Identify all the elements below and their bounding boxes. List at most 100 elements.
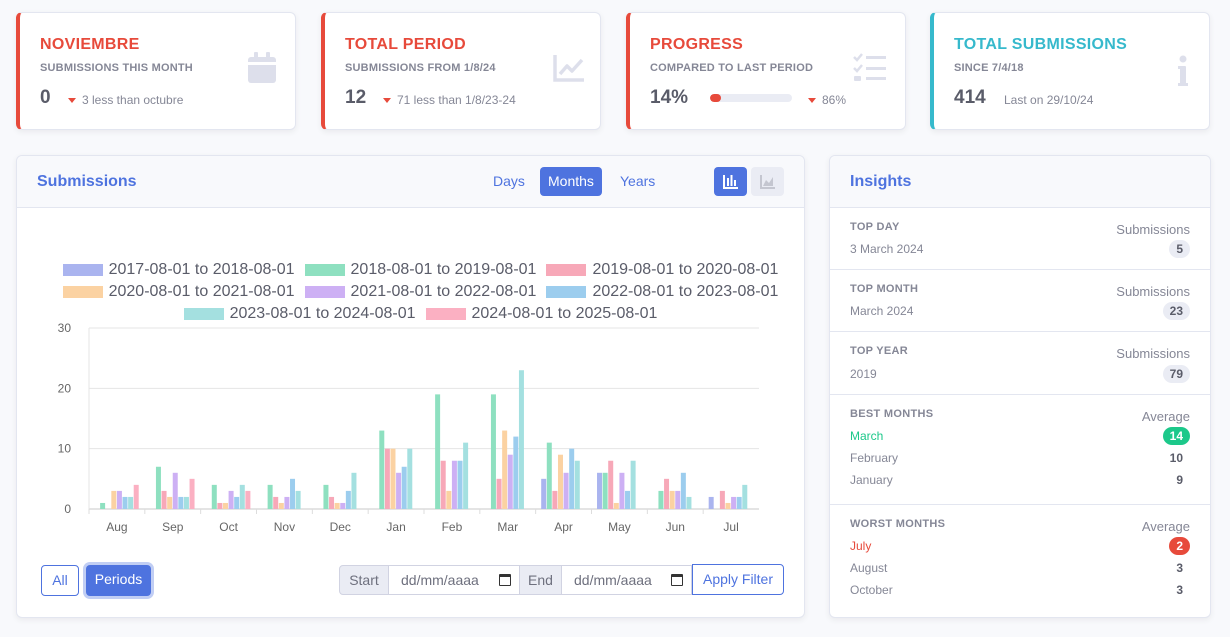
bar[interactable] bbox=[675, 490, 681, 509]
legend-item[interactable]: 2018-08-01 to 2019-08-01 bbox=[304, 261, 536, 279]
bar[interactable] bbox=[507, 454, 513, 509]
bar[interactable] bbox=[189, 478, 195, 509]
bar[interactable] bbox=[513, 436, 519, 509]
legend-item[interactable]: 2023-08-01 to 2024-08-01 bbox=[183, 305, 416, 323]
bar[interactable] bbox=[619, 472, 625, 509]
bar[interactable] bbox=[725, 502, 731, 509]
insight-value: 2019 bbox=[850, 367, 877, 381]
x-tick-label: Feb bbox=[442, 520, 463, 534]
bar[interactable] bbox=[552, 490, 558, 509]
bar[interactable] bbox=[518, 370, 524, 509]
bar[interactable] bbox=[155, 466, 161, 509]
bar[interactable] bbox=[295, 490, 301, 509]
bar-chart-view-button[interactable] bbox=[714, 167, 747, 196]
bar[interactable] bbox=[161, 490, 167, 509]
bar[interactable] bbox=[345, 490, 351, 509]
bar[interactable] bbox=[451, 460, 457, 509]
bar[interactable] bbox=[133, 484, 139, 509]
bar[interactable] bbox=[613, 502, 619, 509]
bar[interactable] bbox=[597, 472, 603, 509]
bar[interactable] bbox=[267, 484, 273, 509]
legend-item[interactable]: 2020-08-01 to 2021-08-01 bbox=[62, 283, 295, 301]
bar[interactable] bbox=[407, 448, 413, 509]
bar[interactable] bbox=[222, 502, 228, 509]
apply-filter-button[interactable]: Apply Filter bbox=[692, 564, 784, 595]
legend-item[interactable]: 2022-08-01 to 2023-08-01 bbox=[546, 283, 778, 301]
bar[interactable] bbox=[323, 484, 329, 509]
bar[interactable] bbox=[239, 484, 245, 509]
bar[interactable] bbox=[228, 490, 234, 509]
range-years-button[interactable]: Years bbox=[620, 173, 656, 189]
bar[interactable] bbox=[273, 496, 279, 509]
bar[interactable] bbox=[463, 442, 469, 509]
bar[interactable] bbox=[111, 490, 117, 509]
bar[interactable] bbox=[440, 460, 446, 509]
bar[interactable] bbox=[669, 490, 675, 509]
bar[interactable] bbox=[178, 496, 184, 509]
bar[interactable] bbox=[446, 490, 452, 509]
range-days-button[interactable]: Days bbox=[493, 173, 525, 189]
legend-item[interactable]: 2024-08-01 to 2025-08-01 bbox=[425, 305, 657, 323]
bar[interactable] bbox=[563, 472, 569, 509]
bar[interactable] bbox=[379, 430, 385, 509]
bar[interactable] bbox=[557, 454, 563, 509]
bar[interactable] bbox=[686, 496, 692, 509]
bar[interactable] bbox=[278, 502, 284, 509]
bar[interactable] bbox=[284, 496, 290, 509]
bar[interactable] bbox=[608, 460, 614, 509]
bar[interactable] bbox=[731, 496, 737, 509]
legend-item[interactable]: 2021-08-01 to 2022-08-01 bbox=[304, 283, 536, 301]
calendar-picker-icon[interactable] bbox=[671, 574, 683, 586]
bar[interactable] bbox=[390, 448, 396, 509]
bar[interactable] bbox=[457, 460, 463, 509]
bar[interactable] bbox=[211, 484, 217, 509]
bar[interactable] bbox=[116, 490, 122, 509]
bar[interactable] bbox=[351, 472, 357, 509]
bar[interactable] bbox=[496, 478, 502, 509]
bar[interactable] bbox=[435, 394, 441, 509]
bar[interactable] bbox=[329, 496, 335, 509]
bar[interactable] bbox=[183, 496, 189, 509]
bar[interactable] bbox=[340, 502, 346, 509]
filter-all-button[interactable]: All bbox=[41, 565, 79, 596]
filter-periods-button[interactable]: Periods bbox=[86, 565, 151, 596]
bar[interactable] bbox=[680, 472, 686, 509]
bar[interactable] bbox=[128, 496, 134, 509]
bar[interactable] bbox=[396, 472, 402, 509]
bar[interactable] bbox=[490, 394, 496, 509]
bar[interactable] bbox=[290, 478, 296, 509]
range-months-button[interactable]: Months bbox=[540, 167, 602, 196]
end-date-input[interactable]: dd/mm/aaaa bbox=[561, 565, 692, 595]
bar[interactable] bbox=[167, 496, 173, 509]
bar[interactable] bbox=[334, 502, 340, 509]
bar[interactable] bbox=[630, 460, 636, 509]
bar[interactable] bbox=[384, 448, 390, 509]
start-date-input[interactable]: dd/mm/aaaa bbox=[388, 565, 520, 595]
bar[interactable] bbox=[502, 430, 508, 509]
bar[interactable] bbox=[658, 490, 664, 509]
bar[interactable] bbox=[546, 442, 552, 509]
legend-item[interactable]: 2017-08-01 to 2018-08-01 bbox=[62, 261, 295, 279]
bar[interactable] bbox=[736, 496, 742, 509]
bar[interactable] bbox=[664, 478, 670, 509]
area-chart-view-button[interactable] bbox=[751, 167, 784, 196]
bar[interactable] bbox=[602, 472, 608, 509]
bar[interactable] bbox=[172, 472, 178, 509]
bar[interactable] bbox=[100, 502, 106, 509]
bar[interactable] bbox=[708, 496, 714, 509]
legend-item[interactable]: 2019-08-01 to 2020-08-01 bbox=[546, 261, 778, 279]
bar[interactable] bbox=[245, 490, 251, 509]
bar[interactable] bbox=[719, 490, 725, 509]
bar[interactable] bbox=[401, 466, 407, 509]
progress-bar bbox=[710, 94, 792, 102]
bar[interactable] bbox=[742, 484, 748, 509]
bar[interactable] bbox=[122, 496, 128, 509]
bar[interactable] bbox=[541, 478, 547, 509]
bar[interactable] bbox=[625, 490, 631, 509]
calendar-picker-icon[interactable] bbox=[499, 574, 511, 586]
bar[interactable] bbox=[569, 448, 575, 509]
bar[interactable] bbox=[234, 496, 240, 509]
bar[interactable] bbox=[217, 502, 223, 509]
submissions-header: Submissions Days Months Years bbox=[17, 156, 804, 208]
bar[interactable] bbox=[574, 460, 580, 509]
